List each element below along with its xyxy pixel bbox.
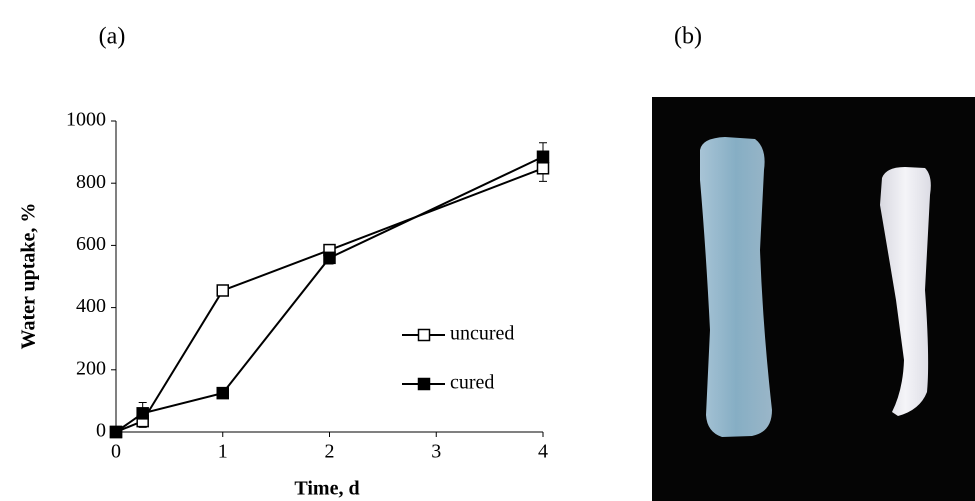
x-tick-label: 4 [538, 441, 548, 463]
legend-marker [417, 377, 431, 391]
x-tick-label: 1 [218, 441, 228, 463]
x-axis-label: Time, d [294, 478, 359, 500]
sample-cured [880, 167, 931, 416]
y-tick-label: 0 [96, 420, 106, 442]
photo [652, 97, 975, 501]
y-tick-label: 400 [76, 295, 106, 317]
panel-label: (a) [99, 24, 126, 50]
data-point [136, 407, 149, 420]
x-tick-label: 2 [325, 441, 335, 463]
data-point [536, 150, 550, 164]
y-tick-label: 800 [76, 171, 106, 193]
y-tick-label: 200 [76, 357, 106, 379]
y-tick-label: 1000 [66, 109, 106, 131]
panel-label: (b) [674, 24, 702, 50]
legend-label: cured [450, 372, 494, 394]
y-axis-label: Water uptake, % [18, 203, 40, 350]
legend-label: uncured [450, 323, 514, 345]
y-tick-label: 600 [76, 233, 106, 255]
data-point [216, 386, 229, 400]
sample-uncured [700, 137, 772, 437]
data-point [536, 162, 550, 175]
x-tick-label: 0 [111, 441, 121, 463]
data-point [109, 425, 123, 439]
x-tick-label: 3 [431, 441, 441, 463]
data-point [216, 284, 229, 297]
data-point [323, 251, 336, 265]
legend-marker [417, 328, 431, 342]
